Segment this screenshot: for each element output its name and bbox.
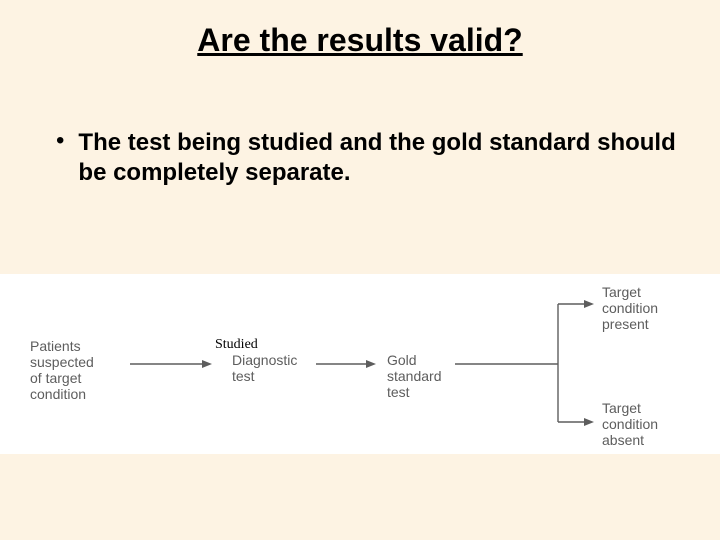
studied-annotation: Studied bbox=[215, 337, 258, 353]
flow-node-present: Targetconditionpresent bbox=[602, 284, 658, 332]
flow-node-diag: Diagnostictest bbox=[232, 352, 297, 384]
flow-node-absent: Targetconditionabsent bbox=[602, 400, 658, 448]
flow-diagram: Patientssuspectedof targetcondition Diagn… bbox=[0, 274, 720, 454]
slide-title: Are the results valid? bbox=[0, 22, 720, 59]
flow-node-patients: Patientssuspectedof targetcondition bbox=[30, 338, 94, 402]
flow-node-gold: Goldstandardtest bbox=[387, 352, 441, 400]
bullet-item: • The test being studied and the gold st… bbox=[56, 128, 680, 188]
bullet-marker: • bbox=[56, 128, 64, 154]
bullet-text: The test being studied and the gold stan… bbox=[78, 128, 680, 188]
